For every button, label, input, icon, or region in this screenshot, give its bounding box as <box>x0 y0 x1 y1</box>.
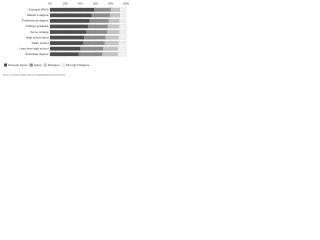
bar-segment <box>49 7 95 12</box>
bar-segment <box>118 35 127 40</box>
x-tick-label: 0% <box>48 3 52 6</box>
y-tick-label: Master's degree <box>27 13 49 17</box>
bar-segment <box>117 46 127 51</box>
legend-label: Disagree <box>48 63 60 67</box>
bar-segment <box>87 24 108 29</box>
bar-segment <box>118 41 127 46</box>
bar-segment <box>104 41 119 46</box>
y-tick-label: Professional degree <box>22 19 49 23</box>
bar-segment <box>49 13 92 18</box>
bar-segment <box>49 52 79 57</box>
x-tick-label: 60% <box>93 3 99 6</box>
bar-segment <box>49 35 85 40</box>
bar-segment <box>105 35 119 40</box>
y-tick-label: Some college <box>30 30 49 34</box>
bar-segment <box>119 18 127 23</box>
bar-segment <box>117 52 127 57</box>
legend-swatch <box>61 63 65 67</box>
x-tick-label: 80% <box>108 3 114 6</box>
bar-segment <box>83 41 105 46</box>
x-tick-label: 20% <box>63 3 69 6</box>
bar-segment <box>119 13 127 18</box>
y-tick-label: Associate degree <box>25 52 49 56</box>
y-tick-label: High school grad <box>26 35 49 39</box>
y-tick-label: Trade school <box>31 41 49 45</box>
chart: Source: Survey of adults, percent respon… <box>0 0 130 80</box>
bar-segment <box>86 30 108 34</box>
bar-segment <box>106 30 120 34</box>
background <box>0 0 130 80</box>
legend-swatch <box>3 63 8 67</box>
bar-segment <box>49 18 90 23</box>
bar-segment <box>110 7 120 12</box>
bar-segment <box>119 24 127 29</box>
legend-label: Strongly Agree <box>8 63 28 67</box>
bar-segment <box>119 7 127 12</box>
legend-label: Strongly Disagree <box>66 63 90 67</box>
bar-segment <box>91 13 111 18</box>
bar-segment <box>109 13 120 18</box>
x-tick-label: 40% <box>78 3 84 6</box>
bar-segment <box>94 7 111 12</box>
legend-swatch <box>43 63 47 67</box>
bar-segment <box>84 35 106 40</box>
source-note: Source: Survey of adults, percent respon… <box>3 74 65 77</box>
bar-segment <box>103 46 118 51</box>
legend-swatch <box>29 63 33 67</box>
bar-segment <box>49 30 87 34</box>
bar-segment <box>102 52 118 57</box>
bar-segment <box>108 18 120 23</box>
bar-segment <box>49 24 89 29</box>
y-tick-label: Doctoral (PhD) <box>29 8 49 12</box>
bar-segment <box>119 30 127 34</box>
x-tick-label: 100% <box>123 3 130 6</box>
bar-segment <box>107 24 120 29</box>
y-tick-label: Less than high school <box>19 46 48 50</box>
y-tick-label: College graduate <box>26 24 49 28</box>
bar-segment <box>49 46 81 51</box>
bar-segment <box>78 52 103 57</box>
legend-label: Agree <box>34 63 42 67</box>
bar-segment <box>49 41 84 46</box>
bar-segment <box>80 46 104 51</box>
bar-segment <box>89 18 109 23</box>
